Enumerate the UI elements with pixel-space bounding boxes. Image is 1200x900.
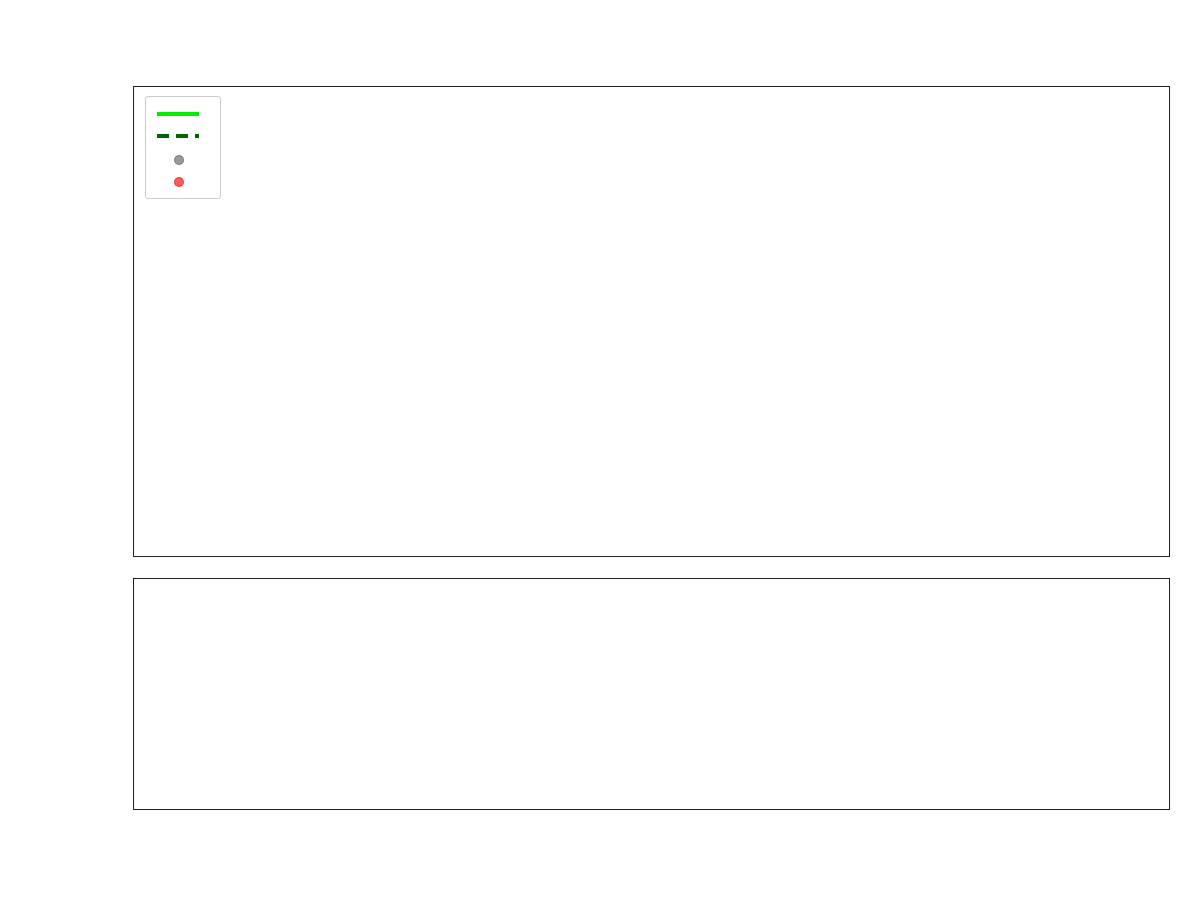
legend-key-median-line xyxy=(155,128,201,144)
legend-item-expected xyxy=(155,103,211,125)
legend-item-intervals xyxy=(155,147,211,169)
legend-item-median xyxy=(155,125,211,147)
legend-key-expected-line xyxy=(155,106,201,122)
chart-legend xyxy=(145,96,221,199)
residuals-plot-area xyxy=(133,578,1170,810)
legend-key-intervals-marker xyxy=(155,150,201,166)
intervals-plot-area xyxy=(133,86,1170,557)
legend-item-dropped-frames xyxy=(155,169,211,191)
x-tick-labels xyxy=(133,810,1170,850)
legend-key-dropped-frames-marker xyxy=(155,172,201,188)
